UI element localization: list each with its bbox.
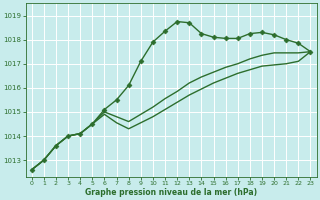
X-axis label: Graphe pression niveau de la mer (hPa): Graphe pression niveau de la mer (hPa) (85, 188, 257, 197)
